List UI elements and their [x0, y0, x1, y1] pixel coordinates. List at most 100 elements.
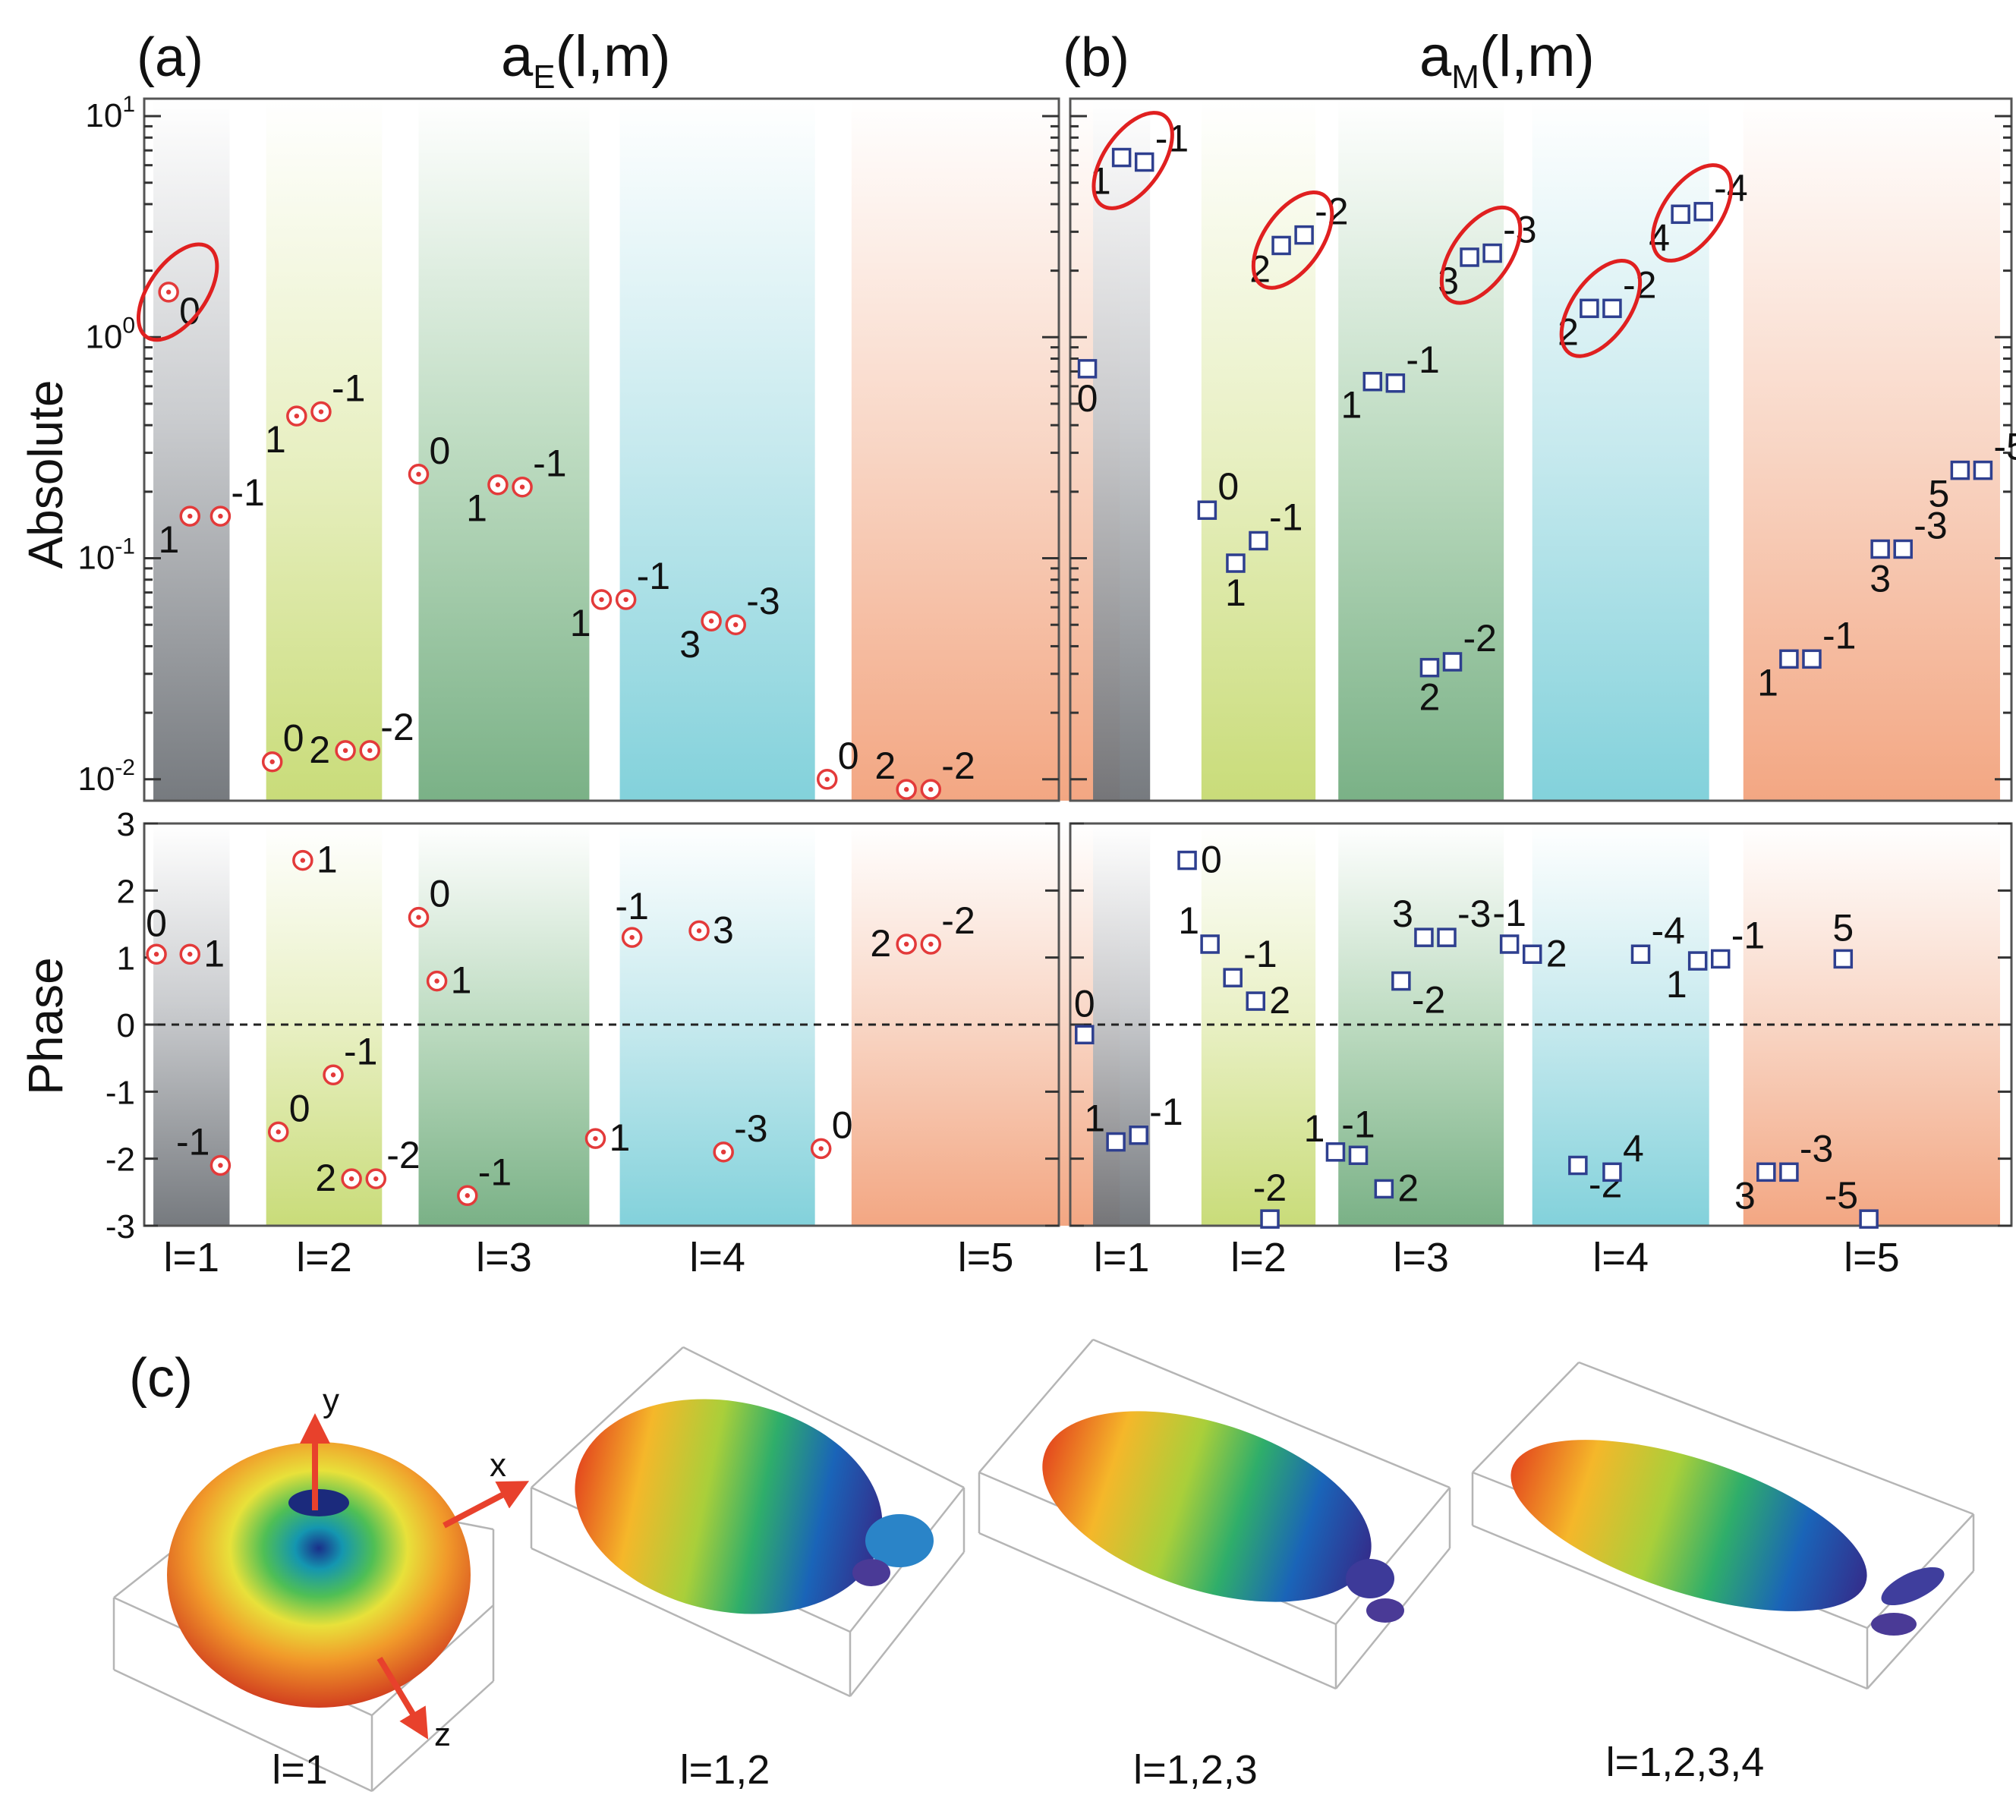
abs-M-point-18 [1779, 649, 1799, 669]
group-label-l5: l=5 [1844, 1235, 1900, 1280]
band-abs-l1 [1093, 99, 1151, 801]
abs-M-point-19 [1802, 649, 1822, 669]
abs-tick-exp: 1 [122, 92, 135, 117]
ph-E-point-label-14: -3 [734, 1107, 767, 1150]
phase-tick-label: 1 [117, 940, 135, 978]
abs-E-point-core-14 [733, 622, 739, 628]
abs-tick-base: 10 [77, 760, 115, 798]
ph-M-point-label-11: -2 [1412, 979, 1445, 1022]
ph-M-point-22 [1779, 1162, 1799, 1182]
title-am-base: a [1419, 24, 1452, 89]
abs-M-point-21 [1893, 539, 1913, 559]
ph-E-point-label-9: 1 [451, 959, 472, 1002]
abs-E-point-label-17: -2 [941, 745, 975, 787]
abs-E-point-core-13 [708, 619, 714, 624]
abs-M-point-7 [1294, 225, 1314, 245]
abs-E-point-core-4 [294, 413, 300, 419]
ph-M-point-label-6: 2 [1269, 979, 1290, 1022]
ph-M-point-label-8: 1 [1304, 1107, 1325, 1150]
abs-tick-base: 10 [77, 540, 115, 577]
ph-M-point-label-23: 5 [1832, 906, 1854, 949]
abs-M-point-label-10: 2 [1419, 676, 1441, 719]
pattern-label-4: l=1,2,3,4 [1606, 1740, 1765, 1785]
abs-E-point-label-2: -1 [231, 471, 264, 514]
abs-M-point-12 [1460, 247, 1479, 267]
band-abs-l5 [851, 99, 1120, 801]
ph-E-point-core-15 [818, 1146, 824, 1151]
radiation-pattern-l1234: l=1,2,3,4 [1471, 1361, 1975, 1785]
group-label-l5: l=5 [958, 1235, 1014, 1280]
abs-M-point-4 [1226, 553, 1246, 573]
abs-E-point-label-12: -1 [637, 555, 670, 597]
abs-E-point-label-9: 1 [466, 487, 487, 530]
abs-E-point-label-4: 1 [265, 418, 286, 461]
abs-E-point-label-6: 2 [309, 729, 330, 771]
abs-M-point-11 [1442, 652, 1463, 672]
abs-tick-exp: -1 [115, 534, 135, 559]
abs-M-point-5 [1249, 531, 1268, 551]
ph-M-point-label-17: 4 [1623, 1127, 1644, 1170]
abs-tick-label: 10-2 [77, 755, 135, 798]
ph-E-point-label-3: 0 [289, 1087, 310, 1129]
abs-E-point-label-10: -1 [533, 442, 566, 485]
abs-M-point-label-19: -1 [1822, 614, 1856, 657]
ph-M-point-16 [1568, 1155, 1588, 1176]
abs-tick-label: 101 [85, 92, 135, 134]
ph-E-point-core-8 [416, 915, 421, 920]
ph-M-point-2 [1129, 1126, 1148, 1145]
ph-M-point-19 [1687, 951, 1708, 971]
abs-M-point-label-18: 1 [1757, 661, 1778, 704]
ph-M-point-12 [1414, 927, 1434, 947]
abs-M-point-13 [1482, 243, 1502, 263]
title-am-suffix: (l,m) [1479, 24, 1595, 89]
phase-tick-label: 3 [117, 806, 135, 843]
abs-M-point-label-11: -2 [1463, 617, 1497, 660]
ph-M-point-label-14: -1 [1492, 892, 1526, 934]
abs-M-point-15 [1602, 298, 1622, 319]
band-ph-l4 [619, 823, 815, 1226]
ph-M-point-18 [1630, 944, 1651, 964]
ph-E-point-core-14 [720, 1149, 726, 1155]
axis-x-label: x [490, 1447, 506, 1484]
ph-E-point-label-15: 0 [832, 1104, 853, 1146]
abs-M-point-label-23: -5 [1993, 426, 2016, 468]
abs-E-point-label-16: 2 [874, 745, 896, 787]
ph-M-point-label-20: -1 [1731, 914, 1765, 956]
lobe-side-3b [1366, 1598, 1404, 1623]
title-ae-base: a [501, 24, 534, 89]
abs-M-point-0 [1077, 359, 1098, 379]
abs-M-point-label-0: 0 [1077, 377, 1098, 420]
ph-E-point-label-6: 2 [315, 1157, 336, 1199]
group-label-l3: l=3 [1393, 1235, 1449, 1280]
abs-M-point-label-20: 3 [1870, 557, 1891, 600]
ph-M-point-6 [1246, 991, 1265, 1011]
abs-tick-exp: 0 [122, 313, 135, 338]
band-abs-l3 [418, 99, 590, 801]
title-ae-suffix: (l,m) [556, 24, 671, 89]
abs-E-point-label-13: 3 [679, 623, 701, 666]
ph-E-point-label-11: 1 [609, 1116, 630, 1159]
ph-M-point-7 [1260, 1209, 1280, 1229]
lobe-side-3a [1346, 1559, 1394, 1598]
ph-E-point-core-7 [373, 1176, 379, 1182]
ph-M-point-label-12: 3 [1392, 893, 1413, 935]
ph-M-point-label-2: -1 [1149, 1091, 1183, 1133]
axis-z-label: z [434, 1716, 451, 1753]
lobe-main-3 [1042, 1411, 1372, 1602]
ph-M-point-label-19: 1 [1666, 963, 1687, 1006]
axis-y-label: y [323, 1382, 339, 1419]
abs-tick-label: 10-1 [77, 534, 135, 577]
ph-M-point-label-7: -2 [1253, 1167, 1287, 1209]
ph-M-point-3 [1177, 850, 1197, 871]
abs-M-highlight-ellipse-0 [1091, 111, 1174, 210]
abs-E-point-core-10 [519, 484, 525, 490]
ph-E-point-core-9 [434, 978, 439, 984]
abs-tick-base: 10 [85, 97, 122, 134]
group-label-l3: l=3 [476, 1235, 532, 1280]
ph-M-point-21 [1756, 1162, 1776, 1182]
ph-E-point-label-0: 0 [146, 902, 167, 944]
abs-E-point-core-3 [269, 759, 275, 764]
abs-M-highlight-ellipse-2 [1439, 205, 1523, 305]
abs-E-point-core-6 [342, 748, 348, 754]
group-label-l1: l=1 [1094, 1235, 1150, 1280]
